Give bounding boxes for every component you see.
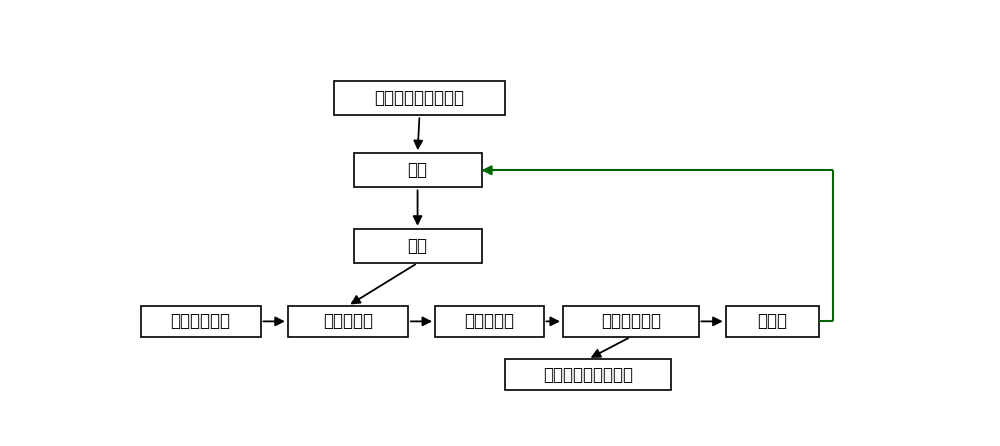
Text: 磷酸鐵锂前驱混合料: 磷酸鐵锂前驱混合料 (374, 89, 464, 107)
Bar (354, 153, 482, 187)
Text: 蕉汽用除尘器: 蕉汽用除尘器 (601, 312, 661, 330)
Bar (354, 229, 482, 263)
Bar (334, 81, 505, 116)
Bar (288, 306, 408, 337)
Text: 超细分级机: 超细分级机 (464, 312, 514, 330)
Text: 加热: 加热 (408, 161, 428, 179)
Bar (726, 306, 819, 337)
Bar (435, 306, 544, 337)
Bar (505, 359, 671, 390)
Text: 蕉汽动能磨: 蕉汽动能磨 (323, 312, 373, 330)
Text: 高温过热蕉汽: 高温过热蕉汽 (171, 312, 231, 330)
Bar (563, 306, 698, 337)
Text: 雾化: 雾化 (408, 237, 428, 255)
Bar (140, 306, 261, 337)
Text: 引风机: 引风机 (757, 312, 787, 330)
Text: 微细磷酸鐵锂前驱体: 微细磷酸鐵锂前驱体 (543, 366, 633, 384)
